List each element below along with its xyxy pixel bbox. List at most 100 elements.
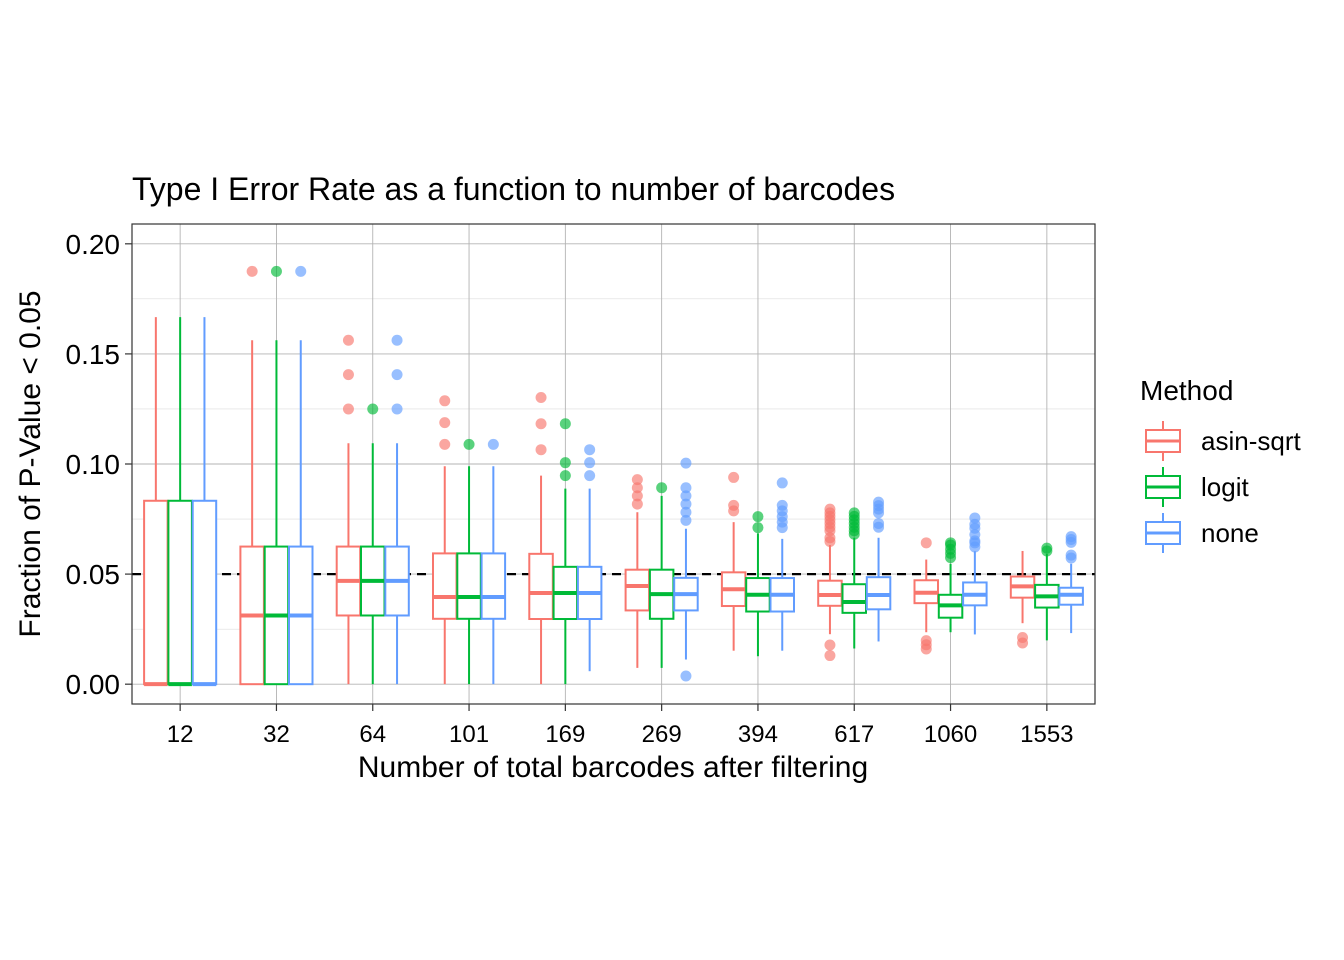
box-logit-1553 [1034, 542, 1060, 641]
box-body [167, 499, 193, 686]
x-axis: 12 32 64 101 169 269 394 617 1060 1553 [167, 704, 1074, 748]
outlier-point [1065, 531, 1077, 543]
outlier-point [584, 457, 596, 469]
outlier-point [439, 395, 451, 407]
outlier-point [631, 498, 643, 510]
outlier-point [391, 334, 403, 346]
legend-title: Method [1140, 375, 1233, 406]
outlier-point [535, 444, 547, 456]
outlier-point [680, 482, 692, 494]
outlier-point [824, 639, 836, 651]
outlier-point [342, 369, 354, 381]
outlier-point [342, 403, 354, 415]
y-tick-label: 0.15 [66, 339, 121, 370]
outlier-point [631, 490, 643, 502]
box-body [480, 552, 507, 620]
outlier-point [728, 471, 740, 483]
outlier-point [1017, 632, 1029, 644]
box-groups [143, 265, 1084, 687]
outlier-point [367, 403, 379, 415]
outlier-point [945, 537, 957, 549]
outlier-point [969, 512, 981, 524]
box-body [456, 552, 482, 620]
outlier-point [295, 265, 307, 277]
x-tick-label: 1060 [924, 721, 977, 748]
outlier-point [776, 499, 788, 511]
outlier-point [487, 438, 499, 450]
box-none-64 [384, 334, 410, 685]
box-none-32 [288, 265, 314, 686]
y-tick-label: 0.00 [66, 669, 121, 700]
box-asin-sqrt-101 [432, 395, 458, 685]
box-body [143, 499, 169, 686]
legend-item-asin-sqrt: asin-sqrt [1145, 421, 1301, 461]
x-tick-label: 101 [449, 721, 489, 748]
legend-item-none: none [1145, 513, 1259, 553]
outlier-point [342, 334, 354, 346]
box-none-169 [576, 444, 603, 672]
x-tick-label: 1553 [1020, 721, 1073, 748]
box-asin-sqrt-1553 [1009, 550, 1036, 649]
box-asin-sqrt-1060 [913, 537, 939, 655]
outlier-point [680, 506, 692, 518]
outlier-point [439, 417, 451, 429]
outlier-point [848, 507, 860, 519]
box-asin-sqrt-394 [720, 471, 747, 651]
box-asin-sqrt-169 [528, 392, 554, 685]
outlier-point [391, 369, 403, 381]
x-tick-label: 169 [545, 721, 585, 748]
box-logit-101 [456, 438, 482, 685]
outlier-point [824, 650, 836, 662]
y-axis: 0.00 0.05 0.10 0.15 0.20 [66, 229, 132, 700]
outlier-point [584, 470, 596, 482]
box-logit-1060 [937, 537, 964, 633]
outlier-point [559, 418, 571, 430]
y-tick-label: 0.20 [66, 229, 121, 260]
outlier-point [728, 499, 740, 511]
x-tick-label: 64 [359, 721, 386, 748]
outlier-point [752, 511, 764, 523]
box-asin-sqrt-64 [335, 334, 362, 685]
outlier-point [920, 537, 932, 549]
box-none-101 [480, 438, 507, 685]
box-none-12 [191, 317, 218, 687]
y-tick-label: 0.10 [66, 449, 121, 480]
outlier-point [1041, 542, 1053, 554]
outlier-point [246, 265, 258, 277]
outlier-point [631, 482, 643, 494]
box-none-617 [865, 496, 892, 642]
outlier-point [535, 392, 547, 404]
x-tick-label: 12 [167, 721, 194, 748]
series-none [191, 265, 1084, 687]
outlier-point [391, 403, 403, 415]
box-body [624, 568, 651, 612]
outlier-point [1065, 549, 1077, 561]
box-body [841, 583, 867, 614]
legend-label: asin-sqrt [1201, 426, 1301, 456]
outlier-point [439, 438, 451, 450]
outlier-point [463, 438, 475, 450]
box-none-1553 [1058, 531, 1084, 634]
x-tick-label: 32 [263, 721, 290, 748]
outlier-point [776, 477, 788, 489]
x-tick-label: 269 [642, 721, 682, 748]
legend-items: asin-sqrt logit none [1145, 421, 1301, 553]
outlier-point [680, 457, 692, 469]
outlier-point [656, 482, 668, 494]
outlier-point [680, 514, 692, 526]
outlier-point [920, 635, 932, 647]
outlier-point [873, 496, 885, 508]
chart-title: Type I Error Rate as a function to numbe… [132, 171, 895, 207]
box-body [528, 552, 554, 621]
outlier-point [535, 418, 547, 430]
x-axis-title: Number of total barcodes after filtering [358, 751, 868, 784]
box-body [432, 552, 458, 620]
outlier-point [680, 498, 692, 510]
legend-label: logit [1201, 472, 1249, 502]
box-asin-sqrt-32 [239, 265, 265, 686]
x-tick-label: 617 [834, 721, 874, 748]
outlier-point [680, 490, 692, 502]
outlier-point [631, 474, 643, 486]
outlier-point [824, 503, 836, 515]
